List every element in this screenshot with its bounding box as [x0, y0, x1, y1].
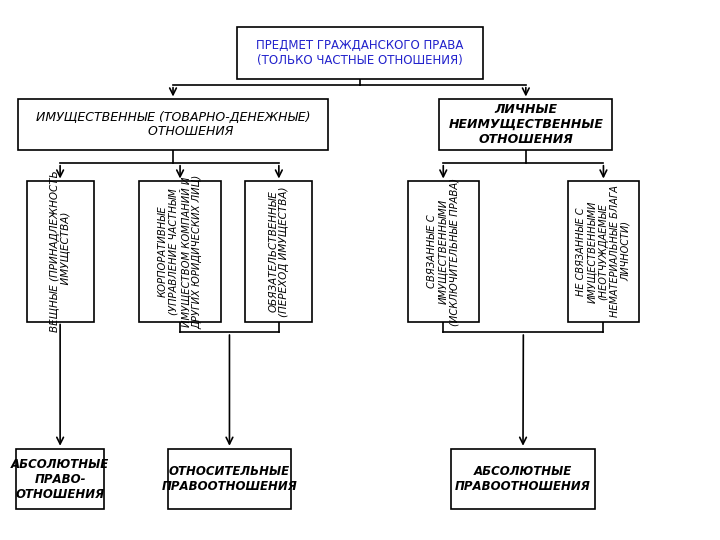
Bar	[246, 181, 312, 322]
Text: ВЕЩНЫЕ (ПРИНАДЛЕЖНОСТЬ
  ИМУЩЕСТВА): ВЕЩНЫЕ (ПРИНАДЛЕЖНОСТЬ ИМУЩЕСТВА)	[50, 171, 71, 332]
Text: СВЯЗАННЫЕ С
ИМУЩЕСТВЕННЫМИ
(ИСКЛЮЧИТЕЛЬНЫЕ ПРАВА): СВЯЗАННЫЕ С ИМУЩЕСТВЕННЫМИ (ИСКЛЮЧИТЕЛЬН…	[427, 178, 459, 326]
Text: ЛИЧНЫЕ
НЕИМУЩЕСТВЕННЫЕ
ОТНОШЕНИЯ: ЛИЧНЫЕ НЕИМУЩЕСТВЕННЫЕ ОТНОШЕНИЯ	[449, 103, 603, 146]
Bar	[439, 99, 612, 150]
Bar	[408, 181, 479, 322]
Text: ОБЯЗАТЕЛЬСТВЕННЫЕ
(ПЕРЕХОД ИМУЩЕСТВА): ОБЯЗАТЕЛЬСТВЕННЫЕ (ПЕРЕХОД ИМУЩЕСТВА)	[269, 186, 289, 317]
Text: КОРПОРАТИВНЫЕ
(УПРАВЛЕНИЕ ЧАСТНЫМ
ИМУЩЕСТВОМ КОМПАНИЙ И
ДРУГИХ ЮРИДИЧЕСКИХ ЛИЦ): КОРПОРАТИВНЫЕ (УПРАВЛЕНИЕ ЧАСТНЫМ ИМУЩЕС…	[157, 174, 203, 329]
Text: АБСОЛЮТНЫЕ
ПРАВО-
ОТНОШЕНИЯ: АБСОЛЮТНЫЕ ПРАВО- ОТНОШЕНИЯ	[11, 457, 109, 501]
Text: ПРЕДМЕТ ГРАЖДАНСКОГО ПРАВА
(ТОЛЬКО ЧАСТНЫЕ ОТНОШЕНИЯ): ПРЕДМЕТ ГРАЖДАНСКОГО ПРАВА (ТОЛЬКО ЧАСТН…	[256, 39, 464, 67]
Bar	[236, 26, 483, 79]
Bar	[140, 181, 220, 322]
Bar	[16, 449, 104, 509]
Text: АБСОЛЮТНЫЕ
ПРАВООТНОШЕНИЯ: АБСОЛЮТНЫЕ ПРАВООТНОШЕНИЯ	[455, 465, 591, 493]
Text: ИМУЩЕСТВЕННЫЕ (ТОВАРНО-ДЕНЕЖНЫЕ)
         ОТНОШЕНИЯ: ИМУЩЕСТВЕННЫЕ (ТОВАРНО-ДЕНЕЖНЫЕ) ОТНОШЕН…	[36, 111, 310, 138]
Bar	[568, 181, 639, 322]
Bar	[168, 449, 291, 509]
Text: ОТНОСИТЕЛЬНЫЕ
ПРАВООТНОШЕНИЯ: ОТНОСИТЕЛЬНЫЕ ПРАВООТНОШЕНИЯ	[161, 465, 297, 493]
Bar	[27, 181, 94, 322]
Text: НЕ СВЯЗАННЫЕ С
ИМУЩЕСТВЕННЫМИ
(НЕОТЧУЖДАЕМЫЕ
НЕМАТЕРИАЛЬНЫЕ БЛАГА
ЛИЧНОСТИ): НЕ СВЯЗАННЫЕ С ИМУЩЕСТВЕННЫМИ (НЕОТЧУЖДА…	[576, 186, 631, 318]
Bar	[451, 449, 595, 509]
Bar	[18, 99, 328, 150]
